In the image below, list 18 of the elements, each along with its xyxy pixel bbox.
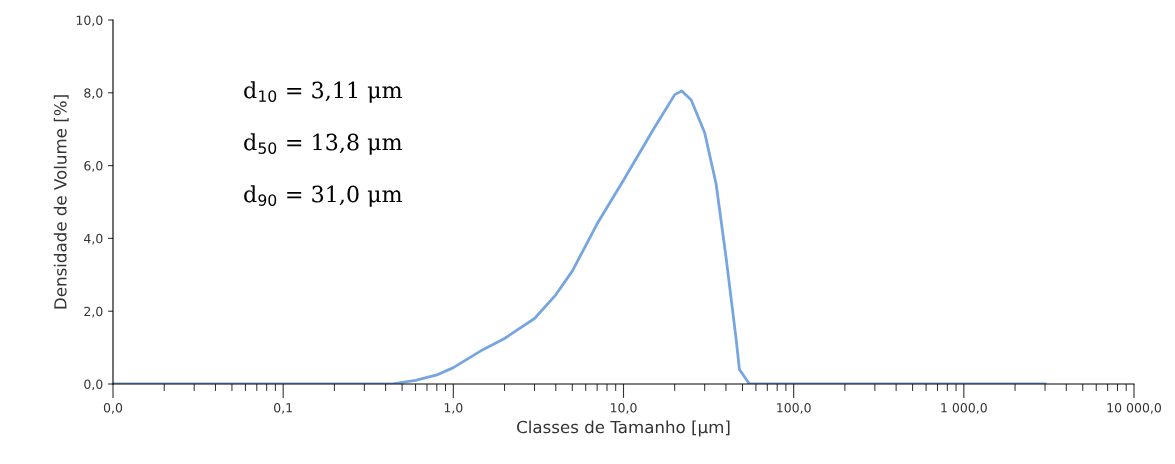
y-tick-label: 10,0 [76,15,103,27]
x-tick-label: 0,1 [274,402,292,414]
annotation: d$_{50}$ = 13,8 μm [244,133,403,155]
y-tick-label: 4,0 [84,233,103,245]
x-tick-label: 0,0 [103,402,123,414]
x-tick-label: 100,0 [777,402,811,414]
annotation: d$_{10}$ = 3,11 μm [244,81,403,103]
y-tick-label: 2,0 [84,306,103,318]
x-tick-label: 10,0 [610,402,637,414]
y-tick-label: 0,0 [84,379,103,391]
y-axis-title: Densidade de Volume [%] [53,95,69,309]
annotation: d$_{90}$ = 31,0 μm [244,185,403,207]
x-tick-label: 10 000,0 [1107,402,1161,414]
y-tick-label: 8,0 [84,88,103,99]
x-axis-title: Classes de Tamanho [µm] [517,420,730,437]
x-tick-label: 1,0 [444,402,463,414]
x-tick-label: 1 000,0 [941,402,987,414]
y-tick-label: 6,0 [84,161,103,172]
